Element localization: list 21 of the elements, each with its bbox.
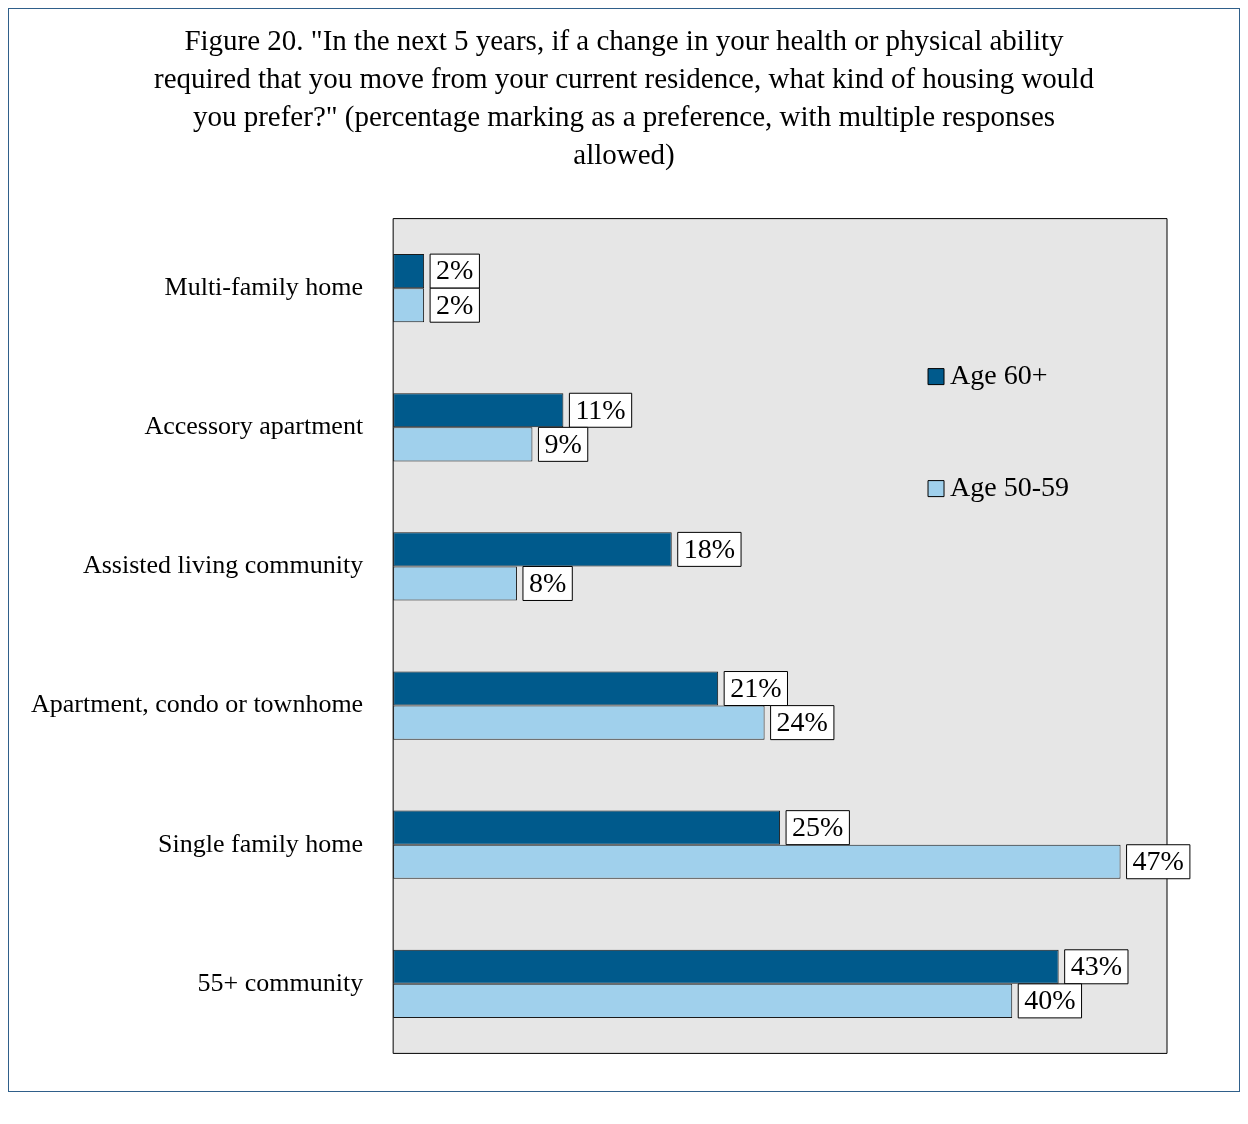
data-label: 25% [792, 811, 844, 843]
data-label: 11% [575, 393, 626, 425]
data-label: 2% [436, 288, 474, 320]
legend-label: Age 50-59 [950, 470, 1070, 502]
data-label: 9% [544, 427, 582, 459]
data-label: 2% [436, 254, 474, 286]
data-label: 18% [683, 532, 736, 564]
chart-title: Figure 20. "In the next 5 years, if a change in your health or physical ability required that you move from your current residence, what kind of housing would you prefer?" (percentage marking as a preference, with multiple responses allowed) [153, 23, 1095, 172]
data-label: 8% [528, 566, 567, 598]
data-label: 24% [776, 705, 828, 737]
y-tick-label: Assisted living community [82, 550, 364, 580]
legend-label: Age 60+ [950, 358, 1048, 390]
data-label: 47% [1132, 845, 1184, 877]
y-tick-label: 55+ community [197, 967, 364, 997]
data-label: 43% [1070, 950, 1122, 982]
y-tick-label: Single family home [158, 828, 364, 858]
data-label: 40% [1024, 984, 1076, 1016]
y-tick-label: Apartment, condo or townhome [30, 689, 364, 719]
y-tick-label: Accessory apartment [144, 411, 364, 441]
data-label: 21% [730, 671, 782, 703]
y-tick-label: Multi-family home [164, 271, 364, 301]
